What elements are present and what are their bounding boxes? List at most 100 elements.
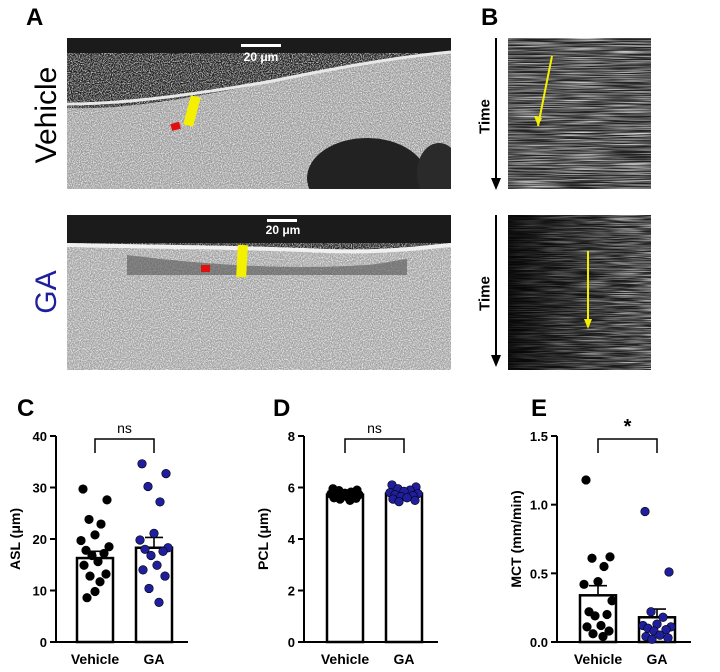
time-arrow-bottom (491, 215, 501, 367)
data-point-vehicle (335, 494, 345, 504)
data-point-vehicle (96, 519, 106, 529)
data-point-vehicle (93, 557, 103, 567)
panel-letter-a: A (26, 4, 44, 31)
data-point-ga (160, 571, 170, 581)
y-tick-label: 20 (33, 532, 47, 547)
y-tick-label: 0.0 (530, 635, 548, 650)
data-point-ga (154, 597, 164, 607)
ga-row-label: GA (30, 270, 63, 314)
y-tick-label: 1.0 (530, 498, 548, 513)
data-point-vehicle (588, 629, 598, 639)
data-point-vehicle (605, 552, 615, 562)
data-point-ga (146, 550, 156, 561)
chart-asl: ASL (μm) 0 10 20 30 40 Vehicle GA ns (7, 420, 188, 667)
vehicle-row-label: Vehicle (30, 66, 63, 164)
data-point-ga (158, 546, 168, 556)
data-point-vehicle (590, 611, 600, 621)
data-point-vehicle (79, 560, 89, 570)
x-tick-label: Vehicle (71, 651, 119, 667)
data-point-vehicle (81, 545, 91, 555)
y-tick-label: 8 (288, 429, 295, 444)
y-tick-label: 4 (288, 532, 296, 547)
panel-letter-d: D (273, 395, 291, 422)
bar-ga (384, 492, 424, 644)
x-tick-label: GA (647, 651, 668, 667)
significance-label: ns (367, 420, 382, 436)
time-label-bottom: Time (476, 276, 494, 311)
y-tick-label: 10 (33, 584, 47, 599)
data-point-ga (138, 565, 148, 575)
oct-image-ga: 20 μm (67, 215, 451, 370)
significance-bracket (597, 438, 658, 453)
data-point-vehicle (104, 542, 114, 552)
data-point-vehicle (95, 577, 105, 587)
significance-bracket (344, 438, 405, 453)
chart-mct: MCT (mm/min) 0.0 0.5 1.0 1.5 Vehicle GA * (508, 416, 691, 667)
y-axis-label: PCL (μm) (255, 508, 271, 570)
data-point-vehicle (602, 609, 612, 620)
data-point-ga (664, 567, 674, 577)
data-point-ga (144, 583, 154, 594)
data-point-vehicle (84, 514, 94, 525)
kymograph-ga (508, 215, 651, 370)
data-point-ga (140, 544, 150, 554)
scalebar-line-vehicle (241, 44, 281, 47)
time-arrow-top (491, 38, 501, 190)
significance-label: * (624, 416, 632, 438)
data-point-ga (658, 612, 668, 622)
data-point-vehicle (76, 535, 86, 546)
data-point-vehicle (85, 571, 95, 581)
data-point-ga (137, 459, 147, 469)
data-point-vehicle (101, 569, 111, 579)
y-axis-label: MCT (mm/min) (508, 490, 524, 587)
data-point-vehicle (596, 620, 606, 631)
y-tick-label: 6 (288, 481, 295, 496)
bar-vehicle (325, 493, 365, 644)
data-point-ga (135, 535, 145, 545)
data-point-ga (143, 481, 153, 492)
y-tick-label: 1.5 (530, 429, 548, 444)
data-point-vehicle (90, 530, 100, 540)
significance-label: ns (117, 420, 132, 436)
data-point-ga (149, 528, 159, 538)
data-point-ga (410, 495, 420, 505)
x-tick-label: GA (144, 651, 165, 667)
significance-bracket (94, 438, 155, 453)
x-tick-label: Vehicle (321, 651, 369, 667)
y-tick-label: 2 (288, 584, 295, 599)
oct-image-vehicle: 20 μm (67, 38, 451, 189)
data-point-vehicle (587, 553, 597, 563)
time-label-top: Time (476, 99, 494, 134)
y-axis-label: ASL (μm) (7, 508, 23, 570)
panel-letter-b: B (481, 4, 499, 31)
data-point-vehicle (345, 495, 355, 505)
x-tick-label: Vehicle (574, 651, 622, 667)
data-point-vehicle (582, 622, 592, 632)
data-point-vehicle (82, 593, 92, 603)
data-point-ga (663, 633, 673, 643)
data-point-vehicle (607, 596, 617, 606)
data-point-vehicle (593, 576, 603, 587)
data-point-vehicle (579, 579, 589, 589)
y-tick-label: 0.5 (530, 566, 548, 581)
data-point-ga (152, 560, 162, 570)
data-point-vehicle (581, 475, 591, 485)
chart-pcl: PCL (μm) 0 2 4 6 8 Vehicle GA ns (255, 420, 438, 667)
x-tick-label: GA (394, 651, 415, 667)
y-tick-label: 30 (33, 481, 47, 496)
y-tick-label: 0 (40, 635, 47, 650)
panel-letter-c: C (17, 395, 35, 422)
data-point-ga (640, 506, 650, 517)
panel-letter-e: E (531, 395, 548, 422)
scalebar-label-ga: 20 μm (265, 223, 301, 237)
data-point-ga (394, 497, 404, 507)
y-tick-label: 40 (33, 429, 47, 444)
data-point-vehicle (87, 550, 97, 561)
data-point-vehicle (598, 631, 608, 642)
data-point-ga (155, 497, 165, 507)
scalebar-line-ga (267, 219, 297, 222)
data-point-vehicle (90, 586, 100, 597)
data-point-ga (655, 630, 665, 640)
data-point-ga (402, 493, 412, 503)
data-point-vehicle (599, 561, 609, 572)
